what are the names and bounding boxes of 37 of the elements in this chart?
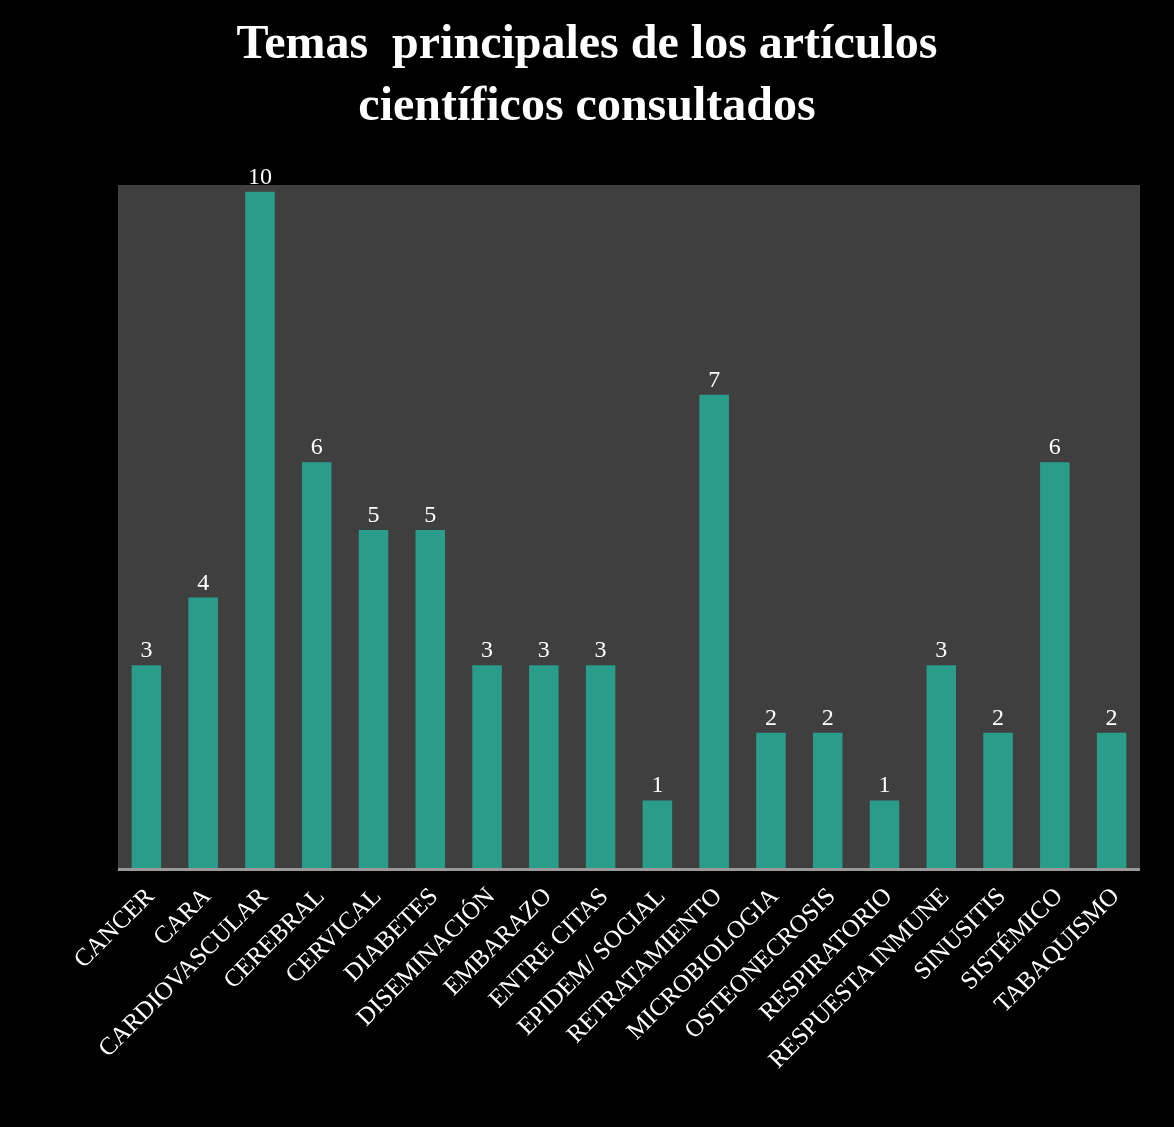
chart-title: Temas principales de los artículos científicos consultados [236,14,938,130]
bar [245,191,275,868]
data-label: 10 [247,162,272,189]
data-label: 1 [878,771,891,798]
bar [301,462,332,868]
data-label: 3 [935,636,948,663]
data-label: 3 [594,636,607,663]
bar [188,597,218,868]
data-label: 2 [821,703,834,730]
data-label: 2 [992,703,1005,730]
bar [926,665,957,868]
bar [756,732,786,868]
bar [415,529,446,868]
bar [472,665,502,868]
bar [869,800,900,868]
data-label: 7 [708,365,721,392]
data-label: 6 [1048,433,1061,460]
data-label: 3 [481,636,494,663]
data-label: 1 [651,771,664,798]
bar [358,529,389,868]
bar [131,665,162,868]
data-label: 2 [764,703,777,730]
data-label: 5 [367,500,380,527]
data-label: 2 [1105,703,1118,730]
data-label: 3 [537,636,550,663]
bar [642,800,673,868]
bar [585,665,616,868]
data-label: 6 [310,433,323,460]
bar [983,732,1013,868]
bar [812,732,843,868]
data-label: 3 [140,636,153,663]
bar [1040,462,1070,868]
bar [529,665,559,868]
data-label: 5 [424,500,437,527]
bar [1096,732,1127,868]
bar [699,394,729,868]
data-label: 4 [197,568,210,595]
